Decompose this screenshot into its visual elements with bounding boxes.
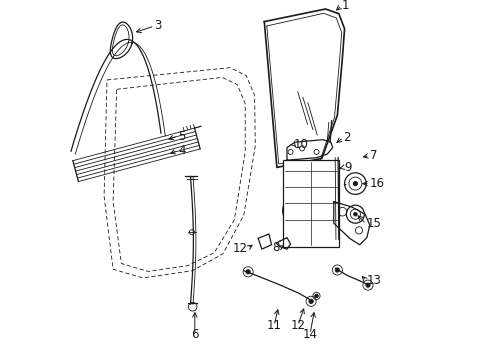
- Text: 15: 15: [366, 217, 380, 230]
- Text: 7: 7: [369, 149, 377, 162]
- Text: 13: 13: [366, 274, 380, 287]
- Circle shape: [314, 294, 318, 298]
- Text: 8: 8: [272, 241, 279, 254]
- Text: 11: 11: [266, 319, 281, 332]
- Circle shape: [245, 270, 250, 274]
- Circle shape: [352, 181, 357, 186]
- Circle shape: [308, 299, 313, 303]
- Text: 6: 6: [191, 328, 198, 341]
- Text: 16: 16: [369, 177, 384, 190]
- Text: 12: 12: [232, 242, 247, 255]
- Text: 12: 12: [290, 319, 305, 332]
- Circle shape: [365, 283, 369, 287]
- Text: 14: 14: [302, 328, 317, 341]
- Text: 4: 4: [178, 144, 185, 157]
- Circle shape: [294, 207, 301, 214]
- Text: 10: 10: [293, 138, 308, 150]
- Circle shape: [353, 212, 356, 216]
- Text: 3: 3: [154, 19, 162, 32]
- Text: 2: 2: [343, 131, 350, 144]
- Text: 9: 9: [343, 161, 351, 174]
- Text: 1: 1: [341, 0, 348, 12]
- Bar: [283, 160, 339, 247]
- Text: 5: 5: [178, 130, 185, 143]
- Circle shape: [335, 268, 339, 272]
